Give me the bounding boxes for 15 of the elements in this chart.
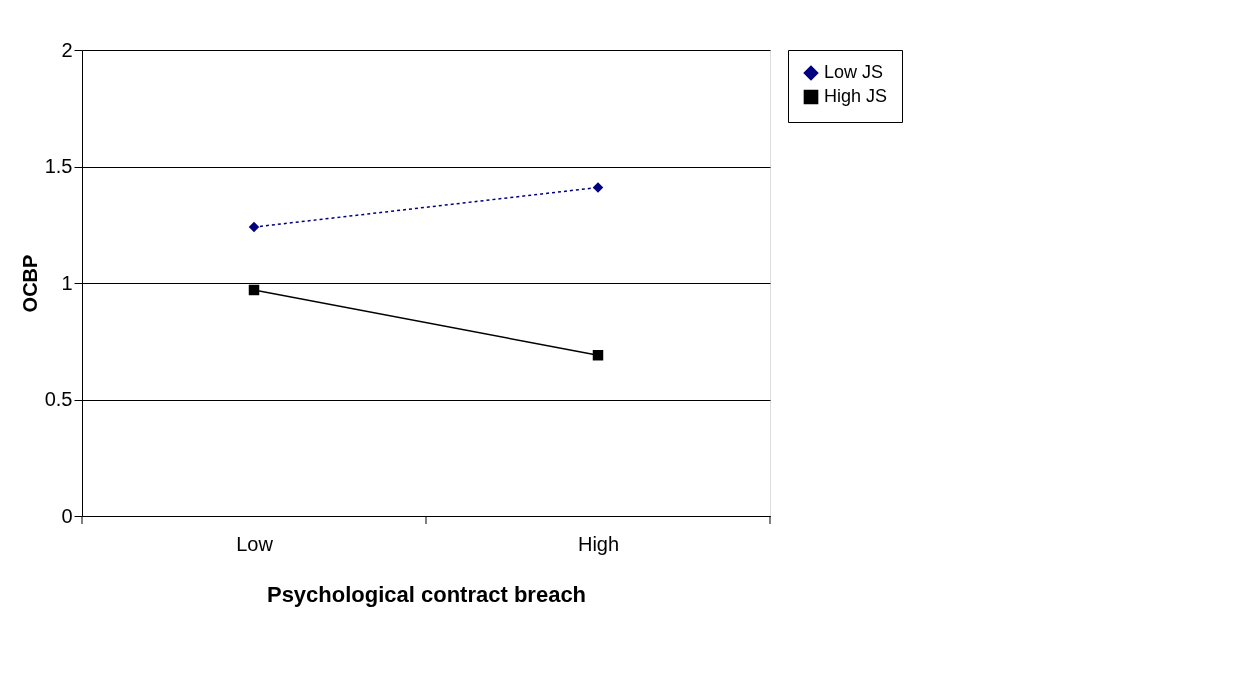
y-tick-label: 0.5: [44, 388, 73, 410]
y-tick-label: 2: [61, 38, 73, 61]
legend-label: High JS: [824, 86, 888, 106]
legend-label: Low JS: [824, 62, 884, 82]
point: [592, 349, 604, 361]
x-tick-label: Low: [236, 532, 274, 555]
y-tick-label: 1.5: [44, 155, 73, 177]
y-axis-title: OCBP: [18, 254, 41, 313]
y-tick-label: 1: [61, 271, 73, 294]
x-tick-label: High: [577, 532, 620, 555]
x-axis-title: Psychological contract breach: [266, 581, 587, 607]
point: [592, 182, 604, 193]
point: [248, 284, 260, 296]
y-tick-label: 0: [61, 504, 73, 527]
point: [248, 221, 260, 233]
